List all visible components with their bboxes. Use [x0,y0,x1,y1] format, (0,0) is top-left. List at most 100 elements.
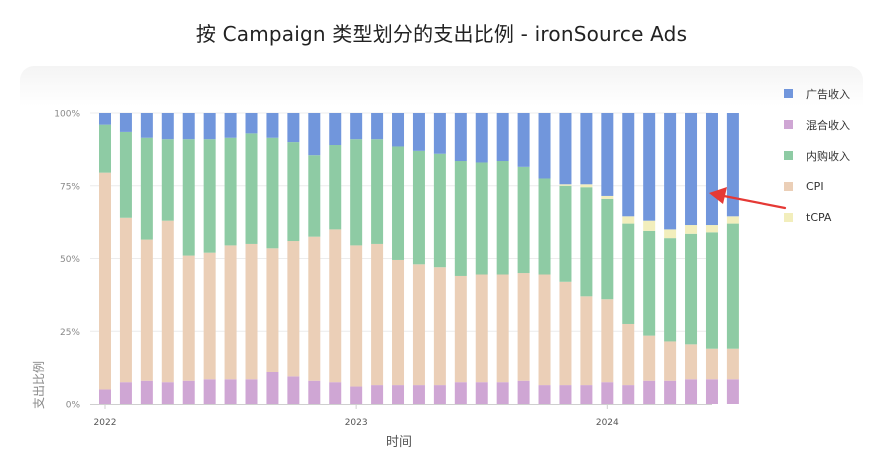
bar-segment [454,382,467,404]
bar-segment [705,225,718,233]
bar-segment [496,274,509,383]
bar-segment [412,113,425,151]
bar-segment [182,113,195,140]
bar-segment [622,323,635,386]
bar-segment [412,385,425,404]
bar-segment [329,229,342,383]
bar-group [203,113,216,404]
bar-segment [559,184,572,186]
bar-segment [726,348,739,380]
y-tick-label: 75% [60,182,80,192]
bar-segment [350,113,363,140]
x-axis-label: 时间 [386,435,412,450]
bar-segment [140,137,153,240]
bar-segment [119,382,132,404]
bar-segment [538,385,551,404]
legend-swatch [784,151,793,160]
legend-swatch [784,213,793,222]
legend-item[interactable]: CPI [784,171,879,202]
bar-group [392,113,405,404]
bar-segment [643,335,656,381]
bar-segment [371,139,384,244]
bar-segment [182,380,195,404]
bar-group [622,113,635,404]
bar-segment [580,184,593,188]
legend-item[interactable]: 广告收入 [784,78,879,109]
bar-segment [664,341,677,381]
legend-item[interactable]: 内购收入 [784,140,879,171]
bar-segment [559,113,572,185]
bar-segment [99,113,111,125]
bar-segment [496,161,509,275]
bar-segment [224,113,237,138]
bar-segment [475,162,488,275]
bar-segment [140,239,153,381]
bar-group [224,113,237,404]
bar-group [559,113,572,404]
y-tick-label: 50% [60,255,80,265]
bar-segment [705,113,718,226]
bar-group [371,113,384,404]
bar-segment [161,113,174,140]
bars [99,113,739,404]
bar-segment [538,113,551,179]
bar-segment [475,274,488,383]
legend-label: CPI [806,180,824,193]
legend-label: 广告收入 [806,87,850,101]
bar-segment [580,113,593,185]
bar-segment [203,113,216,140]
legend-item[interactable]: tCPA [784,202,879,233]
bar-segment [475,382,488,404]
bar-segment [433,385,446,404]
bar-segment [664,113,677,230]
bar-segment [140,380,153,404]
bar-segment [601,382,614,404]
bar-segment [371,113,384,140]
legend-item[interactable]: 混合收入 [784,109,879,140]
bar-segment [705,232,718,349]
bar-segment [392,385,405,404]
legend: 广告收入混合收入内购收入 CPI tCPA [784,78,879,233]
bar-segment [203,139,216,253]
bar-group [161,113,174,404]
bar-segment [685,379,698,404]
bar-segment [371,243,384,386]
bar-group [643,113,656,404]
bar-segment [224,379,237,404]
bar-segment [161,139,174,221]
bar-group [601,113,614,404]
bar-group [664,113,677,404]
bar-segment [726,223,739,349]
bar-segment [643,380,656,404]
bar-segment [517,166,530,274]
bar-segment [350,139,363,246]
bar-segment [161,220,174,383]
bar-group [685,113,698,404]
bar-segment [182,255,195,381]
y-axis-ticks: 0% 25% 50% 75% 100% [54,110,80,411]
legend-label: tCPA [806,211,832,224]
bar-segment [99,389,111,404]
legend-label: 混合收入 [806,118,850,132]
bar-segment [203,379,216,404]
bar-segment [685,233,698,345]
bar-group [99,113,111,404]
y-tick-label: 25% [60,328,80,338]
bar-segment [580,296,593,386]
bar-segment [329,113,342,146]
bar-segment [287,241,300,377]
bar-segment [392,113,405,147]
bar-segment [203,252,216,380]
bar-segment [433,267,446,386]
bar-group [245,113,258,404]
bar-segment [664,380,677,404]
bar-segment [454,161,467,276]
bar-segment [601,113,614,196]
bar-segment [580,385,593,404]
chart-title: 按 Campaign 类型划分的支出比例 - ironSource Ads [195,22,688,46]
bar-segment [433,153,446,268]
bar-segment [245,379,258,404]
bar-segment [705,379,718,404]
bar-segment [392,146,405,260]
bar-segment [224,137,237,246]
